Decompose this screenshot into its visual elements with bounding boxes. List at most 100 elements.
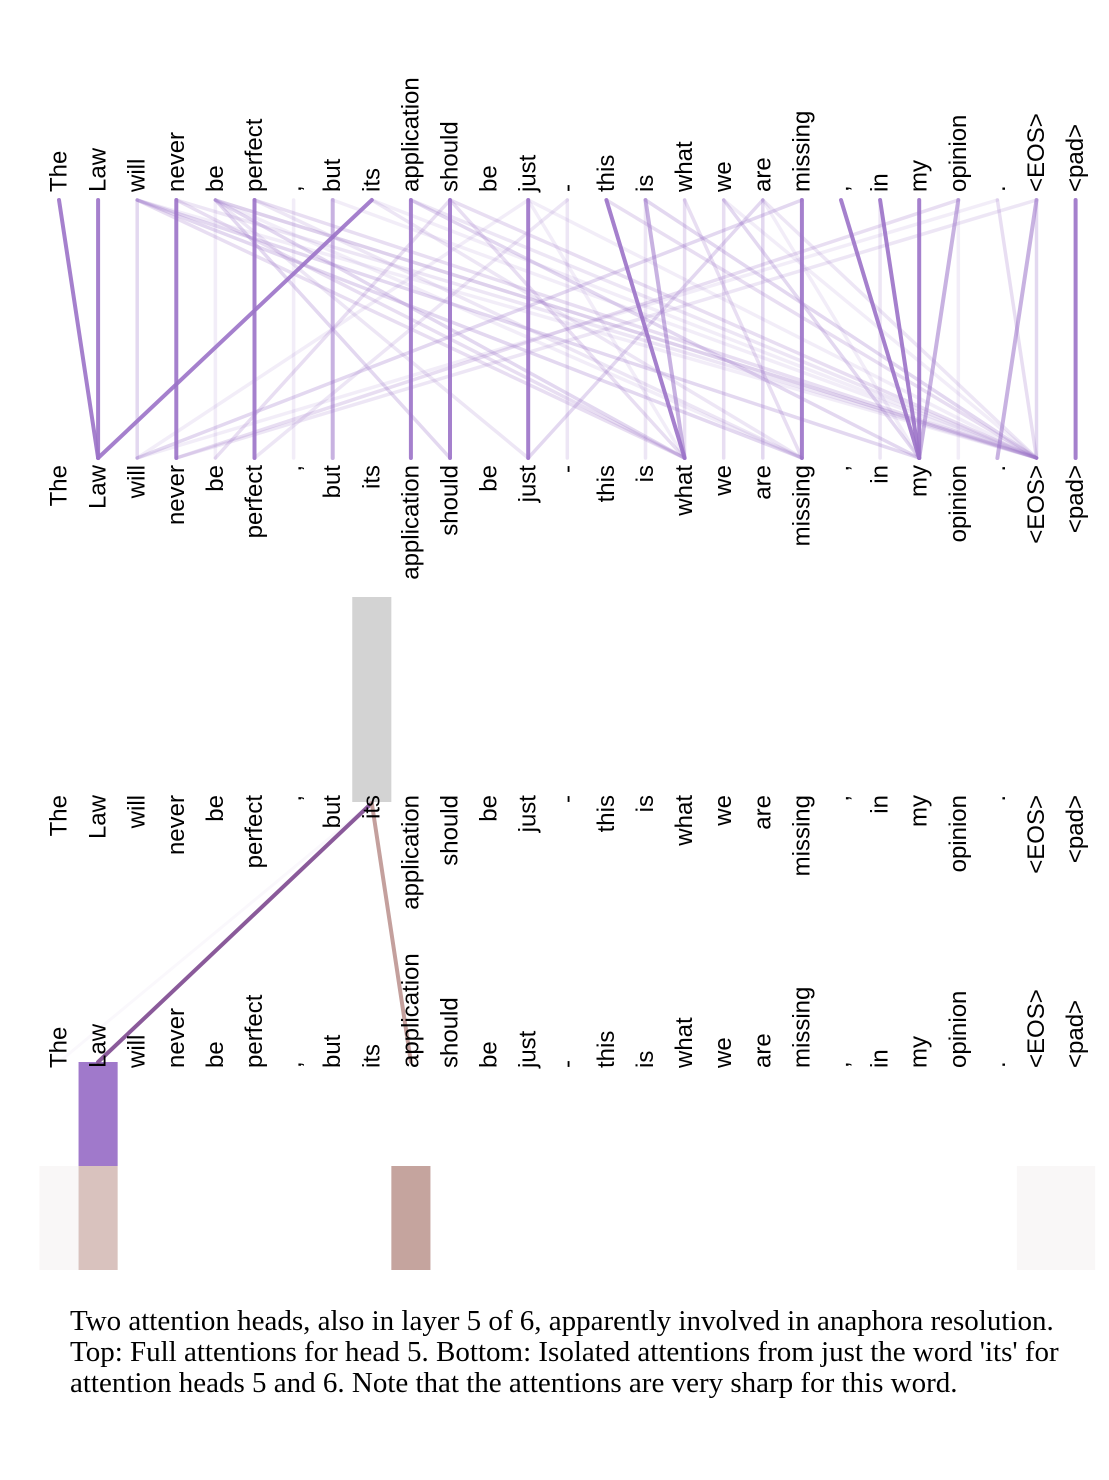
top-source-token-14-this: this — [593, 155, 620, 192]
top-target-token-24-punct: . — [984, 465, 1011, 472]
top-faint-edge-34 — [174, 198, 961, 460]
top-source-token-24-punct: . — [984, 185, 1011, 192]
top-target-token-3-never: never — [163, 465, 190, 525]
top-faint-edge-39 — [721, 198, 921, 460]
bottom-target-token-14-this: this — [593, 1031, 620, 1068]
bottom-source-token-1-law: Law — [85, 794, 112, 839]
top-edge-opinion-to-my — [917, 198, 961, 460]
head6-line-its-to-application — [369, 801, 413, 1064]
top-faint-edge-1 — [213, 198, 1039, 460]
top-source-token-10-should: should — [437, 121, 464, 192]
top-target-token-4-be: be — [202, 465, 229, 492]
bottom-target-token-22-my: my — [906, 1036, 933, 1068]
bottom-target-token-2-will: will — [124, 1035, 151, 1069]
top-faint-edge-30 — [604, 198, 1039, 460]
top-attention-lines — [57, 198, 1078, 460]
bottom-panel-source-tokens: The Law will never be perfect, but its applicati… — [46, 794, 1090, 909]
top-source-token-19-missing: missing — [788, 111, 815, 192]
top-target-token-8-its: its — [358, 465, 385, 489]
bottom-target-token-10-should: should — [437, 997, 464, 1068]
top-faint-edge-42 — [448, 198, 687, 460]
bottom-source-token-6-punct: , — [280, 795, 307, 802]
bottom-source-token-22-my: my — [906, 795, 933, 827]
bottom-target-token-8-its: its — [358, 1044, 385, 1068]
top-target-token-2-will: will — [124, 465, 151, 499]
top-target-token-19-missing: missing — [788, 465, 815, 546]
top-source-token-2-will: will — [124, 159, 151, 193]
top-faint-edge-31 — [643, 198, 1039, 460]
top-target-token-9-application: application — [397, 465, 424, 580]
top-source-token-8-its: its — [358, 168, 385, 192]
bottom-source-token-23-opinion: opinion — [945, 795, 972, 872]
top-faint-edge-33 — [174, 198, 1039, 460]
bottom-faint-cell-0 — [39, 1166, 79, 1270]
head6-cell-law — [78, 1166, 118, 1270]
top-source-token-16-what: what — [671, 141, 698, 193]
top-target-token-1-law: Law — [85, 464, 112, 509]
top-source-token-3-never: never — [163, 132, 190, 192]
head5-cell-law — [78, 1062, 118, 1166]
top-source-token-26-pad: <pad> — [1062, 124, 1089, 192]
bottom-target-token-15-is: is — [632, 1051, 659, 1068]
bottom-source-token-14-this: this — [593, 795, 620, 832]
top-source-token-23-opinion: opinion — [945, 115, 972, 192]
top-target-token-20-punct: , — [828, 465, 855, 472]
top-target-token-12-just: just — [515, 465, 542, 504]
bottom-attention-heatmap — [39, 1062, 1096, 1270]
top-edge-in-to-my — [878, 198, 922, 460]
top-source-token-15-is: is — [632, 175, 659, 192]
bottom-source-token-4-be: be — [202, 795, 229, 822]
bottom-source-token-12-just: just — [515, 795, 542, 834]
top-source-token-12-just: just — [515, 154, 542, 193]
head5-line-its-to-law — [96, 801, 374, 1064]
bottom-target-token-1-law: Law — [85, 1023, 112, 1068]
top-edge-eos-to-punct — [995, 198, 1039, 460]
bottom-target-token-19-missing: missing — [788, 987, 815, 1068]
bottom-source-token-5-perfect: perfect — [241, 795, 268, 869]
bottom-source-token-25-eos: <EOS> — [1023, 795, 1050, 874]
bottom-target-token-4-be: be — [202, 1041, 229, 1068]
selected-token-highlight — [352, 597, 392, 802]
top-target-token-16-what: what — [671, 465, 698, 517]
bottom-target-token-16-what: what — [671, 1017, 698, 1069]
bottom-source-token-0-the: The — [46, 795, 73, 836]
bottom-attention-lines — [58, 801, 413, 1064]
bottom-target-token-24-punct: . — [984, 1061, 1011, 1068]
top-faint-edge-26 — [448, 198, 1039, 460]
top-target-token-18-are: are — [749, 465, 776, 500]
top-target-token-14-this: this — [593, 465, 620, 502]
bottom-source-token-10-should: should — [437, 795, 464, 866]
bottom-target-token-11-be: be — [476, 1041, 503, 1068]
top-target-token-15-is: is — [632, 465, 659, 482]
top-source-token-20-punct: , — [828, 185, 855, 192]
top-source-token-7-but: but — [319, 158, 346, 192]
bottom-target-token-0-the: The — [46, 1027, 73, 1068]
bottom-target-token-23-opinion: opinion — [945, 991, 972, 1068]
top-source-token-13-punct: - — [554, 184, 581, 192]
top-target-token-6-punct: , — [280, 465, 307, 472]
top-source-token-22-my: my — [906, 160, 933, 192]
top-target-token-5-perfect: perfect — [241, 465, 268, 539]
top-faint-edge-40 — [761, 198, 921, 460]
bottom-target-token-21-in: in — [867, 1049, 894, 1068]
top-faint-edge-3 — [135, 198, 804, 460]
bottom-target-token-18-are: are — [749, 1033, 776, 1068]
bottom-target-token-12-just: just — [515, 1030, 542, 1069]
top-target-token-13-punct: - — [554, 465, 581, 473]
top-panel-source-tokens: The Law will never be perfect, but its applicati… — [46, 77, 1090, 193]
top-target-token-11-be: be — [476, 465, 503, 492]
attention-figure: The Law will never be perfect, but its applicati… — [39, 77, 1096, 1270]
top-edge-this-to-what — [604, 198, 687, 460]
top-target-token-21-in: in — [867, 465, 894, 484]
top-edge-punct-to-my — [839, 198, 922, 460]
top-edge-its-to-law — [96, 198, 374, 460]
top-faint-edge-38 — [682, 198, 804, 460]
top-faint-edge-46 — [174, 198, 687, 460]
head5-faint-line-its-to-the — [58, 801, 373, 1064]
bottom-target-token-20-punct: , — [828, 1061, 855, 1068]
top-faint-edge-9 — [370, 198, 804, 460]
top-edge-is-to-what — [643, 198, 687, 460]
bottom-source-token-13-punct: - — [554, 795, 581, 803]
top-faint-edge-5 — [174, 198, 1039, 460]
top-target-token-0-the: The — [46, 465, 73, 506]
